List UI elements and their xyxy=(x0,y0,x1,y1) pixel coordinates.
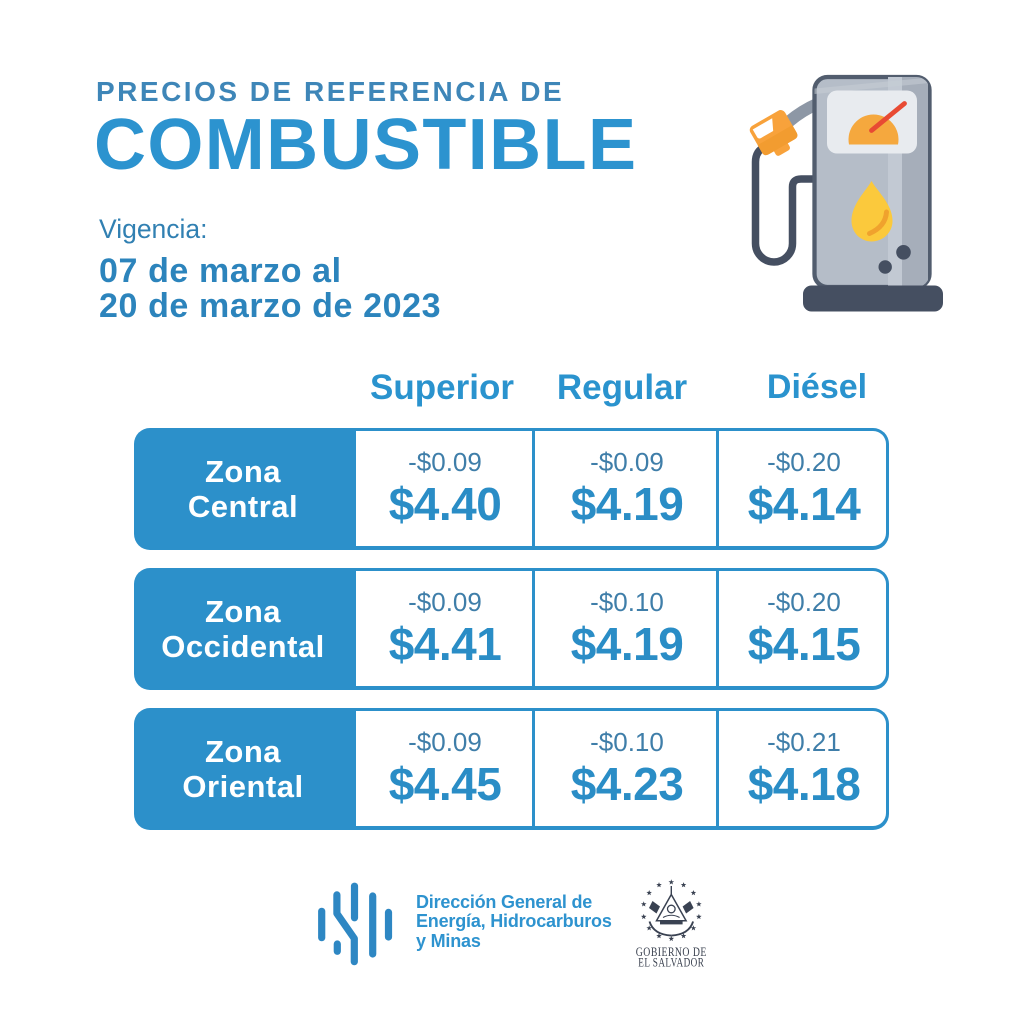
svg-text:GOBIERNO DE: GOBIERNO DE xyxy=(636,945,707,959)
svg-text:EL SALVADOR: EL SALVADOR xyxy=(638,956,704,970)
